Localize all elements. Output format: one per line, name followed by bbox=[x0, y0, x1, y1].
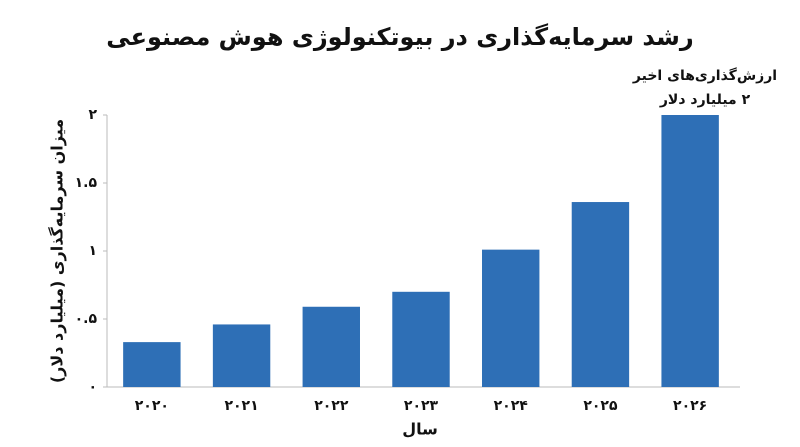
annotation: ۲ میلیارد دلار bbox=[659, 92, 751, 108]
chart-title: رشد سرمایه‌گذاری در بیوتکنولوژی هوش مصنو… bbox=[106, 23, 693, 51]
y-tick-label: ۲ bbox=[88, 107, 97, 123]
y-tick-label: ۱.۵ bbox=[75, 175, 98, 191]
x-axis-label: سال bbox=[402, 420, 438, 439]
annotation: ارزش‌گذاری‌های اخیر bbox=[632, 67, 777, 84]
x-tick-label: ۲۰۲۱ bbox=[224, 398, 258, 414]
x-tick-label: ۲۰۲۰ bbox=[135, 398, 169, 414]
bar bbox=[661, 115, 719, 387]
bar bbox=[571, 202, 630, 387]
x-tick-label: ۲۰۲۵ bbox=[583, 398, 618, 414]
bar bbox=[302, 306, 360, 387]
bar bbox=[212, 324, 271, 387]
x-tick-label: ۲۰۲۳ bbox=[404, 398, 439, 414]
bar bbox=[482, 249, 540, 387]
bar bbox=[392, 291, 450, 387]
y-tick-label: ۰.۵ bbox=[75, 311, 98, 327]
bar bbox=[123, 342, 181, 387]
y-tick-label: ۰ bbox=[88, 379, 97, 395]
y-tick-label: ۱ bbox=[88, 243, 97, 259]
x-tick-label: ۲۰۲۶ bbox=[673, 398, 707, 414]
x-tick-label: ۲۰۲۲ bbox=[314, 398, 349, 414]
x-tick-label: ۲۰۲۴ bbox=[494, 398, 529, 414]
y-axis-label: میزان سرمایه‌گذاری (میلیارد دلار) bbox=[48, 119, 67, 383]
